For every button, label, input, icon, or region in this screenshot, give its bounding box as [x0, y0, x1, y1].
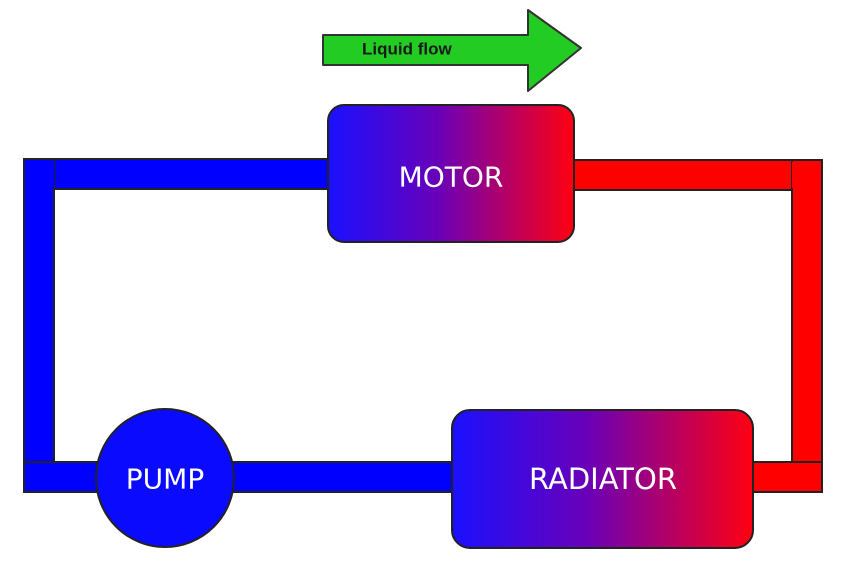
hot-pipe-right-vertical: [791, 159, 823, 493]
motor-component: MOTOR: [327, 104, 575, 243]
motor-label: MOTOR: [399, 161, 504, 194]
hot-pipe-joint-top: [792, 162, 820, 188]
pump-label: PUMP: [126, 463, 204, 496]
cold-pipe-left-vertical: [23, 158, 55, 493]
hot-pipe-top-right: [569, 159, 823, 191]
motor-box: [327, 104, 575, 243]
liquid-flow-arrow: Liquid flow: [322, 9, 582, 92]
pump-component: PUMP: [95, 408, 235, 548]
flow-arrow-label: Liquid flow: [362, 40, 452, 59]
radiator-component: RADIATOR: [451, 409, 754, 549]
cold-pipe-pump-to-radiator: [219, 461, 461, 493]
pump-circle: [95, 408, 235, 548]
cold-pipe-joint-bottom: [26, 464, 54, 490]
cold-pipe-top-left: [23, 158, 337, 190]
radiator-box: [451, 409, 754, 549]
hot-pipe-joint-bottom: [792, 464, 820, 490]
flow-arrow-shape: [322, 9, 582, 92]
hot-pipe: [569, 159, 823, 493]
radiator-label: RADIATOR: [529, 462, 677, 496]
cold-pipe-joint-top: [26, 161, 54, 187]
